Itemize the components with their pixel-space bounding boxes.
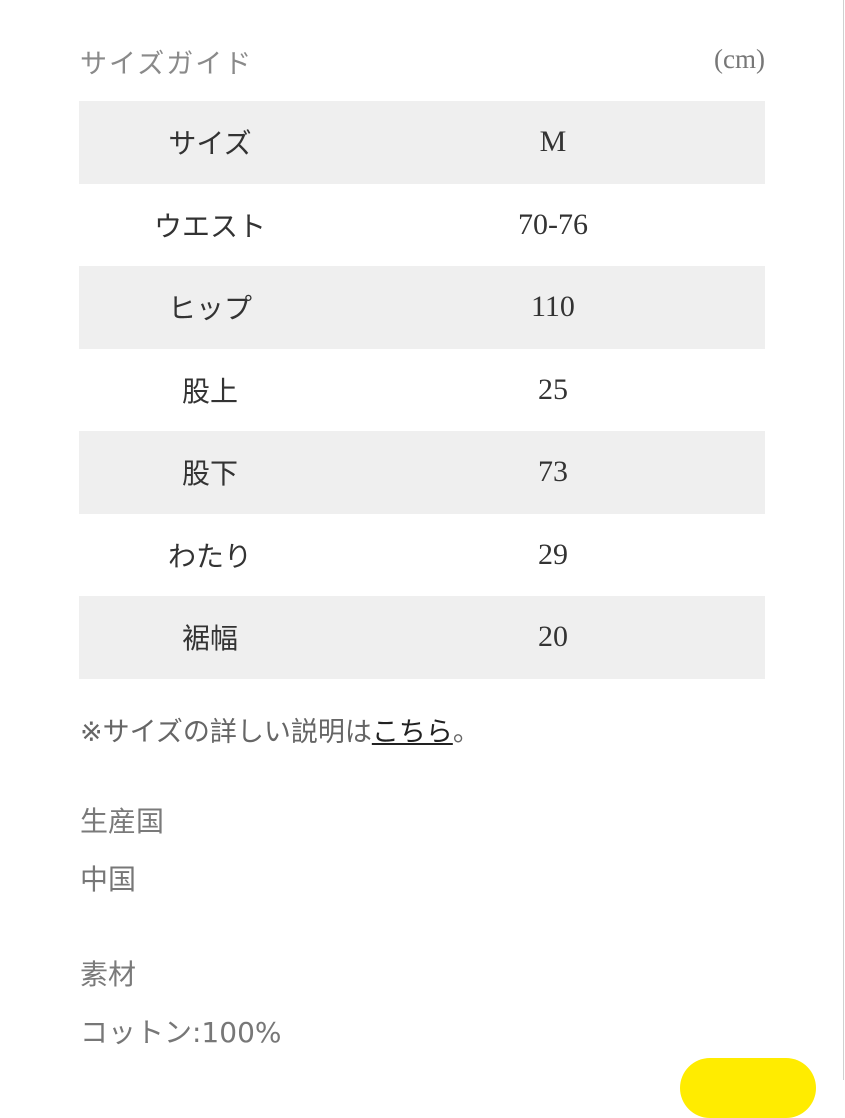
row-value: 20 bbox=[538, 620, 568, 654]
table-row: わたり 29 bbox=[79, 514, 765, 597]
origin-value: 中国 bbox=[80, 863, 137, 896]
table-row: 裾幅 20 bbox=[79, 596, 765, 679]
floating-action-button[interactable] bbox=[680, 1058, 816, 1118]
row-label: ウエスト bbox=[153, 209, 266, 243]
row-value: 110 bbox=[531, 290, 575, 324]
row-label: 股上 bbox=[181, 374, 238, 408]
row-label: 股下 bbox=[181, 457, 238, 491]
row-label: ヒップ bbox=[167, 292, 252, 326]
table-row: サイズ M bbox=[79, 101, 765, 184]
row-value: M bbox=[539, 125, 567, 159]
material-label: 素材 bbox=[80, 958, 137, 991]
row-value: 70-76 bbox=[518, 207, 588, 241]
table-row: ウエスト 70-76 bbox=[79, 184, 765, 267]
row-label: 裾幅 bbox=[181, 622, 238, 656]
note-suffix: 。 bbox=[452, 717, 480, 748]
unit-label: (cm) bbox=[714, 44, 765, 74]
scrollbar-edge bbox=[843, 0, 844, 1080]
size-guide-title: サイズガイド bbox=[80, 49, 254, 80]
size-note: ※サイズの詳しい説明はこちら。 bbox=[80, 710, 480, 749]
note-text: ※サイズの詳しい説明は bbox=[80, 717, 372, 748]
table-row: 股下 73 bbox=[79, 431, 765, 514]
row-label: サイズ bbox=[168, 127, 252, 161]
row-value: 29 bbox=[538, 537, 568, 571]
material-value: コットン:100% bbox=[80, 1016, 282, 1049]
size-table: サイズ M ウエスト 70-76 ヒップ 110 股上 25 股下 73 わたり 29 裾幅… bbox=[79, 101, 765, 679]
row-value: 25 bbox=[538, 372, 568, 406]
table-row: 股上 25 bbox=[79, 349, 765, 432]
origin-label: 生産国 bbox=[80, 805, 165, 838]
row-value: 73 bbox=[538, 455, 568, 489]
size-detail-link[interactable]: こちら bbox=[371, 717, 453, 748]
table-row: ヒップ 110 bbox=[79, 266, 765, 349]
row-label: わたり bbox=[167, 539, 252, 573]
